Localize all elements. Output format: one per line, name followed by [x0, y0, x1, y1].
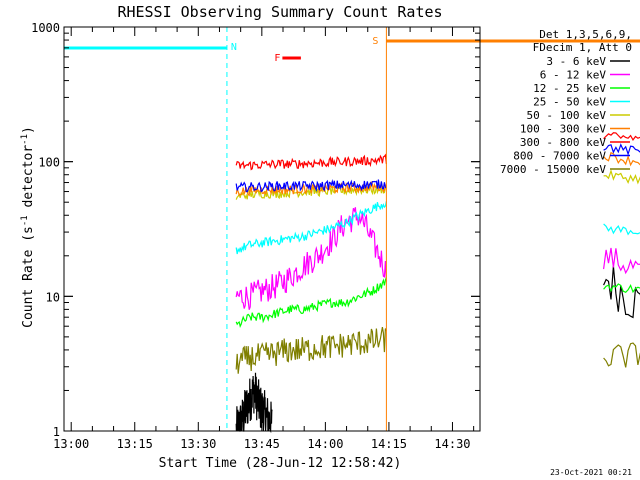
flag-f: F [274, 53, 280, 64]
legend: Det 1,3,5,6,9, FDecim 1, Att 0 3 - 6 keV… [500, 28, 632, 176]
legend-label-7: 300 - 800 keV [520, 136, 606, 149]
flag-n: N [231, 42, 237, 53]
y-tick-label: 10 [46, 290, 60, 304]
x-tick-label: 13:45 [244, 437, 280, 451]
axes-frame [63, 26, 481, 432]
trace-5-a [235, 184, 387, 200]
chart-title: RHESSI Observing Summary Count Rates [117, 3, 442, 21]
x-tick-label: 14:15 [371, 437, 407, 451]
legend-label-9: 7000 - 15000 keV [500, 163, 606, 176]
trace-4-a [235, 201, 387, 255]
x-axis-label: Start Time (28-Jun-12 12:58:42) [159, 456, 402, 471]
x-tick-label: 13:15 [117, 437, 153, 451]
legend-label-1: 3 - 6 keV [546, 55, 606, 68]
trace-3-a [235, 277, 387, 328]
y-axis-label-end: ) [21, 126, 36, 134]
y-tick-label: 1 [53, 425, 60, 439]
x-tick-label: 14:00 [307, 437, 343, 451]
y-axis-label-main: Count Rate (s [21, 226, 36, 328]
legend-header-line1: Det 1,3,5,6,9, [539, 28, 632, 41]
legend-label-5: 50 - 100 keV [527, 109, 607, 122]
y-tick-label: 1000 [31, 21, 60, 35]
legend-header-line2: FDecim 1, Att 0 [533, 41, 632, 54]
x-tick-label: 13:30 [180, 437, 216, 451]
y-axis-label: Count Rate (s-1 detector-1) [20, 126, 36, 328]
y-axis-label-mid: detector [21, 145, 36, 216]
plot-area: N F S [64, 27, 640, 434]
y-tick-label: 100 [38, 156, 60, 170]
trace-8-a [235, 179, 387, 193]
trace-2-a [235, 207, 387, 310]
legend-label-3: 12 - 25 keV [533, 82, 606, 95]
plot-axes: 1 10 100 1000 13:00 13:15 13:30 13:45 14:00 14:15… [31, 21, 481, 451]
trace-7-a [235, 153, 387, 171]
legend-label-2: 6 - 12 keV [540, 69, 607, 82]
y-axis-label-sup1: -1 [20, 215, 30, 226]
y-axis-label-sup2: -1 [20, 134, 30, 145]
legend-label-6: 100 - 300 keV [520, 123, 606, 136]
legend-label-8: 800 - 7000 keV [513, 150, 606, 163]
x-tick-label: 13:00 [53, 437, 89, 451]
trace-1-a [235, 372, 273, 434]
footer-timestamp: 23-Oct-2021 00:21 [550, 468, 632, 477]
flag-s: S [372, 36, 378, 47]
legend-label-4: 25 - 50 keV [533, 96, 606, 109]
trace-9-a [235, 326, 387, 374]
x-tick-label: 14:30 [434, 437, 470, 451]
